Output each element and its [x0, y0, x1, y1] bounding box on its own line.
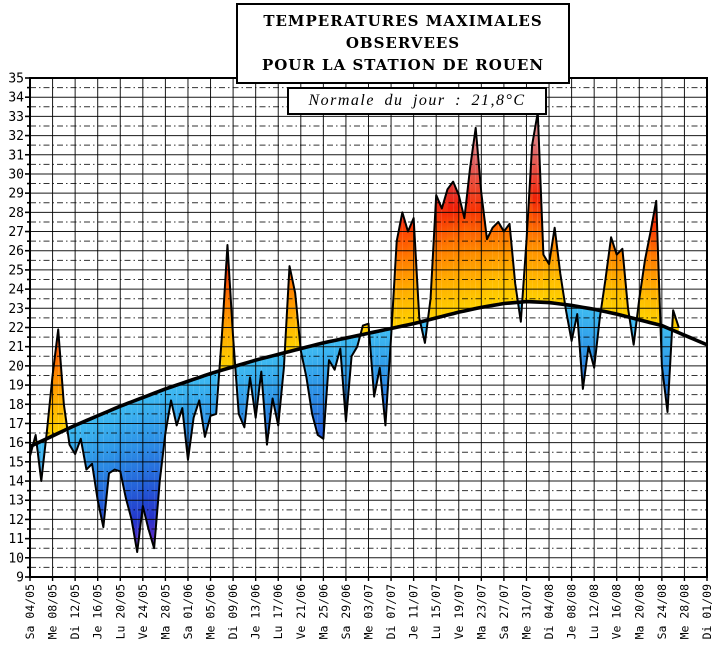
y-tick-label: 33 — [8, 110, 24, 125]
x-tick-label: Sa 29/06 — [339, 584, 353, 639]
y-tick-label: 32 — [8, 129, 24, 144]
title-line-1: TEMPERATURES MAXIMALES OBSERVEES — [263, 12, 543, 52]
y-tick-label: 22 — [8, 321, 24, 336]
x-tick-label: Di 07/07 — [384, 584, 398, 639]
daily-max-line — [30, 111, 680, 554]
x-tick-label: Je 13/06 — [249, 584, 263, 639]
x-tick-label: Ma 23/07 — [474, 584, 488, 639]
x-tick-label: Di 01/09 — [700, 584, 714, 639]
y-tick-label: 29 — [8, 187, 24, 202]
x-tick-label: Ve 21/06 — [294, 584, 308, 639]
x-tick-label: Sa 01/06 — [181, 584, 195, 639]
x-tick-label: Ma 25/06 — [316, 584, 330, 639]
y-tick-label: 35 — [8, 72, 24, 87]
x-tick-label: Sa 04/05 — [23, 584, 37, 639]
y-tick-label: 31 — [8, 148, 24, 163]
x-tick-label: Sa 27/07 — [497, 584, 511, 639]
x-tick-label: Me 28/08 — [677, 584, 691, 639]
x-tick-label: Lu 15/07 — [429, 584, 443, 639]
y-tick-label: 14 — [8, 475, 24, 490]
x-tick-label: Me 05/06 — [204, 584, 218, 639]
y-tick-label: 17 — [8, 417, 24, 432]
y-tick-label: 24 — [8, 283, 24, 298]
x-tick-label: Ma 28/05 — [158, 584, 172, 639]
y-tick-label: 34 — [8, 91, 24, 106]
y-tick-label: 16 — [8, 436, 24, 451]
y-tick-label: 18 — [8, 398, 24, 413]
y-tick-label: 12 — [8, 513, 24, 528]
y-tick-label: 9 — [16, 571, 24, 586]
title-line-2: POUR LA STATION DE ROUEN — [261, 56, 545, 74]
y-tick-label: 27 — [8, 225, 24, 240]
title-box: TEMPERATURES MAXIMALES OBSERVEES POUR LA… — [236, 3, 570, 84]
x-tick-label: Sa 24/08 — [655, 584, 669, 639]
y-tick-label: 19 — [8, 379, 24, 394]
y-tick-label: 26 — [8, 244, 24, 259]
x-tick-label: Je 08/08 — [565, 584, 579, 639]
x-tick-label: Ma 20/08 — [632, 584, 646, 639]
normal-annotation-box: Normale du jour : 21,8°C — [287, 87, 547, 115]
x-tick-label: Me 31/07 — [519, 584, 533, 639]
y-tick-label: 11 — [8, 532, 24, 547]
y-tick-label: 20 — [8, 359, 24, 374]
y-tick-label: 30 — [8, 167, 24, 182]
x-tick-label: Me 08/05 — [46, 584, 60, 639]
x-tick-label: Di 09/06 — [226, 584, 240, 639]
y-tick-label: 23 — [8, 302, 24, 317]
x-tick-label: Lu 17/06 — [271, 584, 285, 639]
x-axis-labels: Sa 04/05 Me 08/05 Di 12/05 Je 16/05 Lu 20/05… — [23, 584, 714, 639]
x-tick-label: Lu 20/05 — [113, 584, 127, 639]
y-axis-labels: 9 10 11 12 13 14 15 16 17 18 19 20 21 22 23 24 25 26 27 28 2… — [8, 72, 24, 586]
x-tick-label: Lu 12/08 — [587, 584, 601, 639]
y-tick-label: 15 — [8, 455, 24, 470]
x-tick-label: Ve 16/08 — [610, 584, 624, 639]
x-tick-label: Di 12/05 — [68, 584, 82, 639]
x-tick-label: Ve 24/05 — [136, 584, 150, 639]
x-tick-label: Me 03/07 — [362, 584, 376, 639]
x-tick-label: Di 04/08 — [542, 584, 556, 639]
axis-ticks — [25, 77, 708, 581]
x-tick-label: Je 16/05 — [91, 584, 105, 639]
y-tick-label: 10 — [8, 551, 24, 566]
y-tick-label: 28 — [8, 206, 24, 221]
y-tick-label: 21 — [8, 340, 24, 355]
normal-annotation-text: Normale du jour : 21,8°C — [308, 92, 526, 109]
y-tick-label: 25 — [8, 263, 24, 278]
y-tick-label: 13 — [8, 494, 24, 509]
x-tick-label: Je 11/07 — [407, 584, 421, 639]
x-tick-label: Ve 19/07 — [452, 584, 466, 639]
